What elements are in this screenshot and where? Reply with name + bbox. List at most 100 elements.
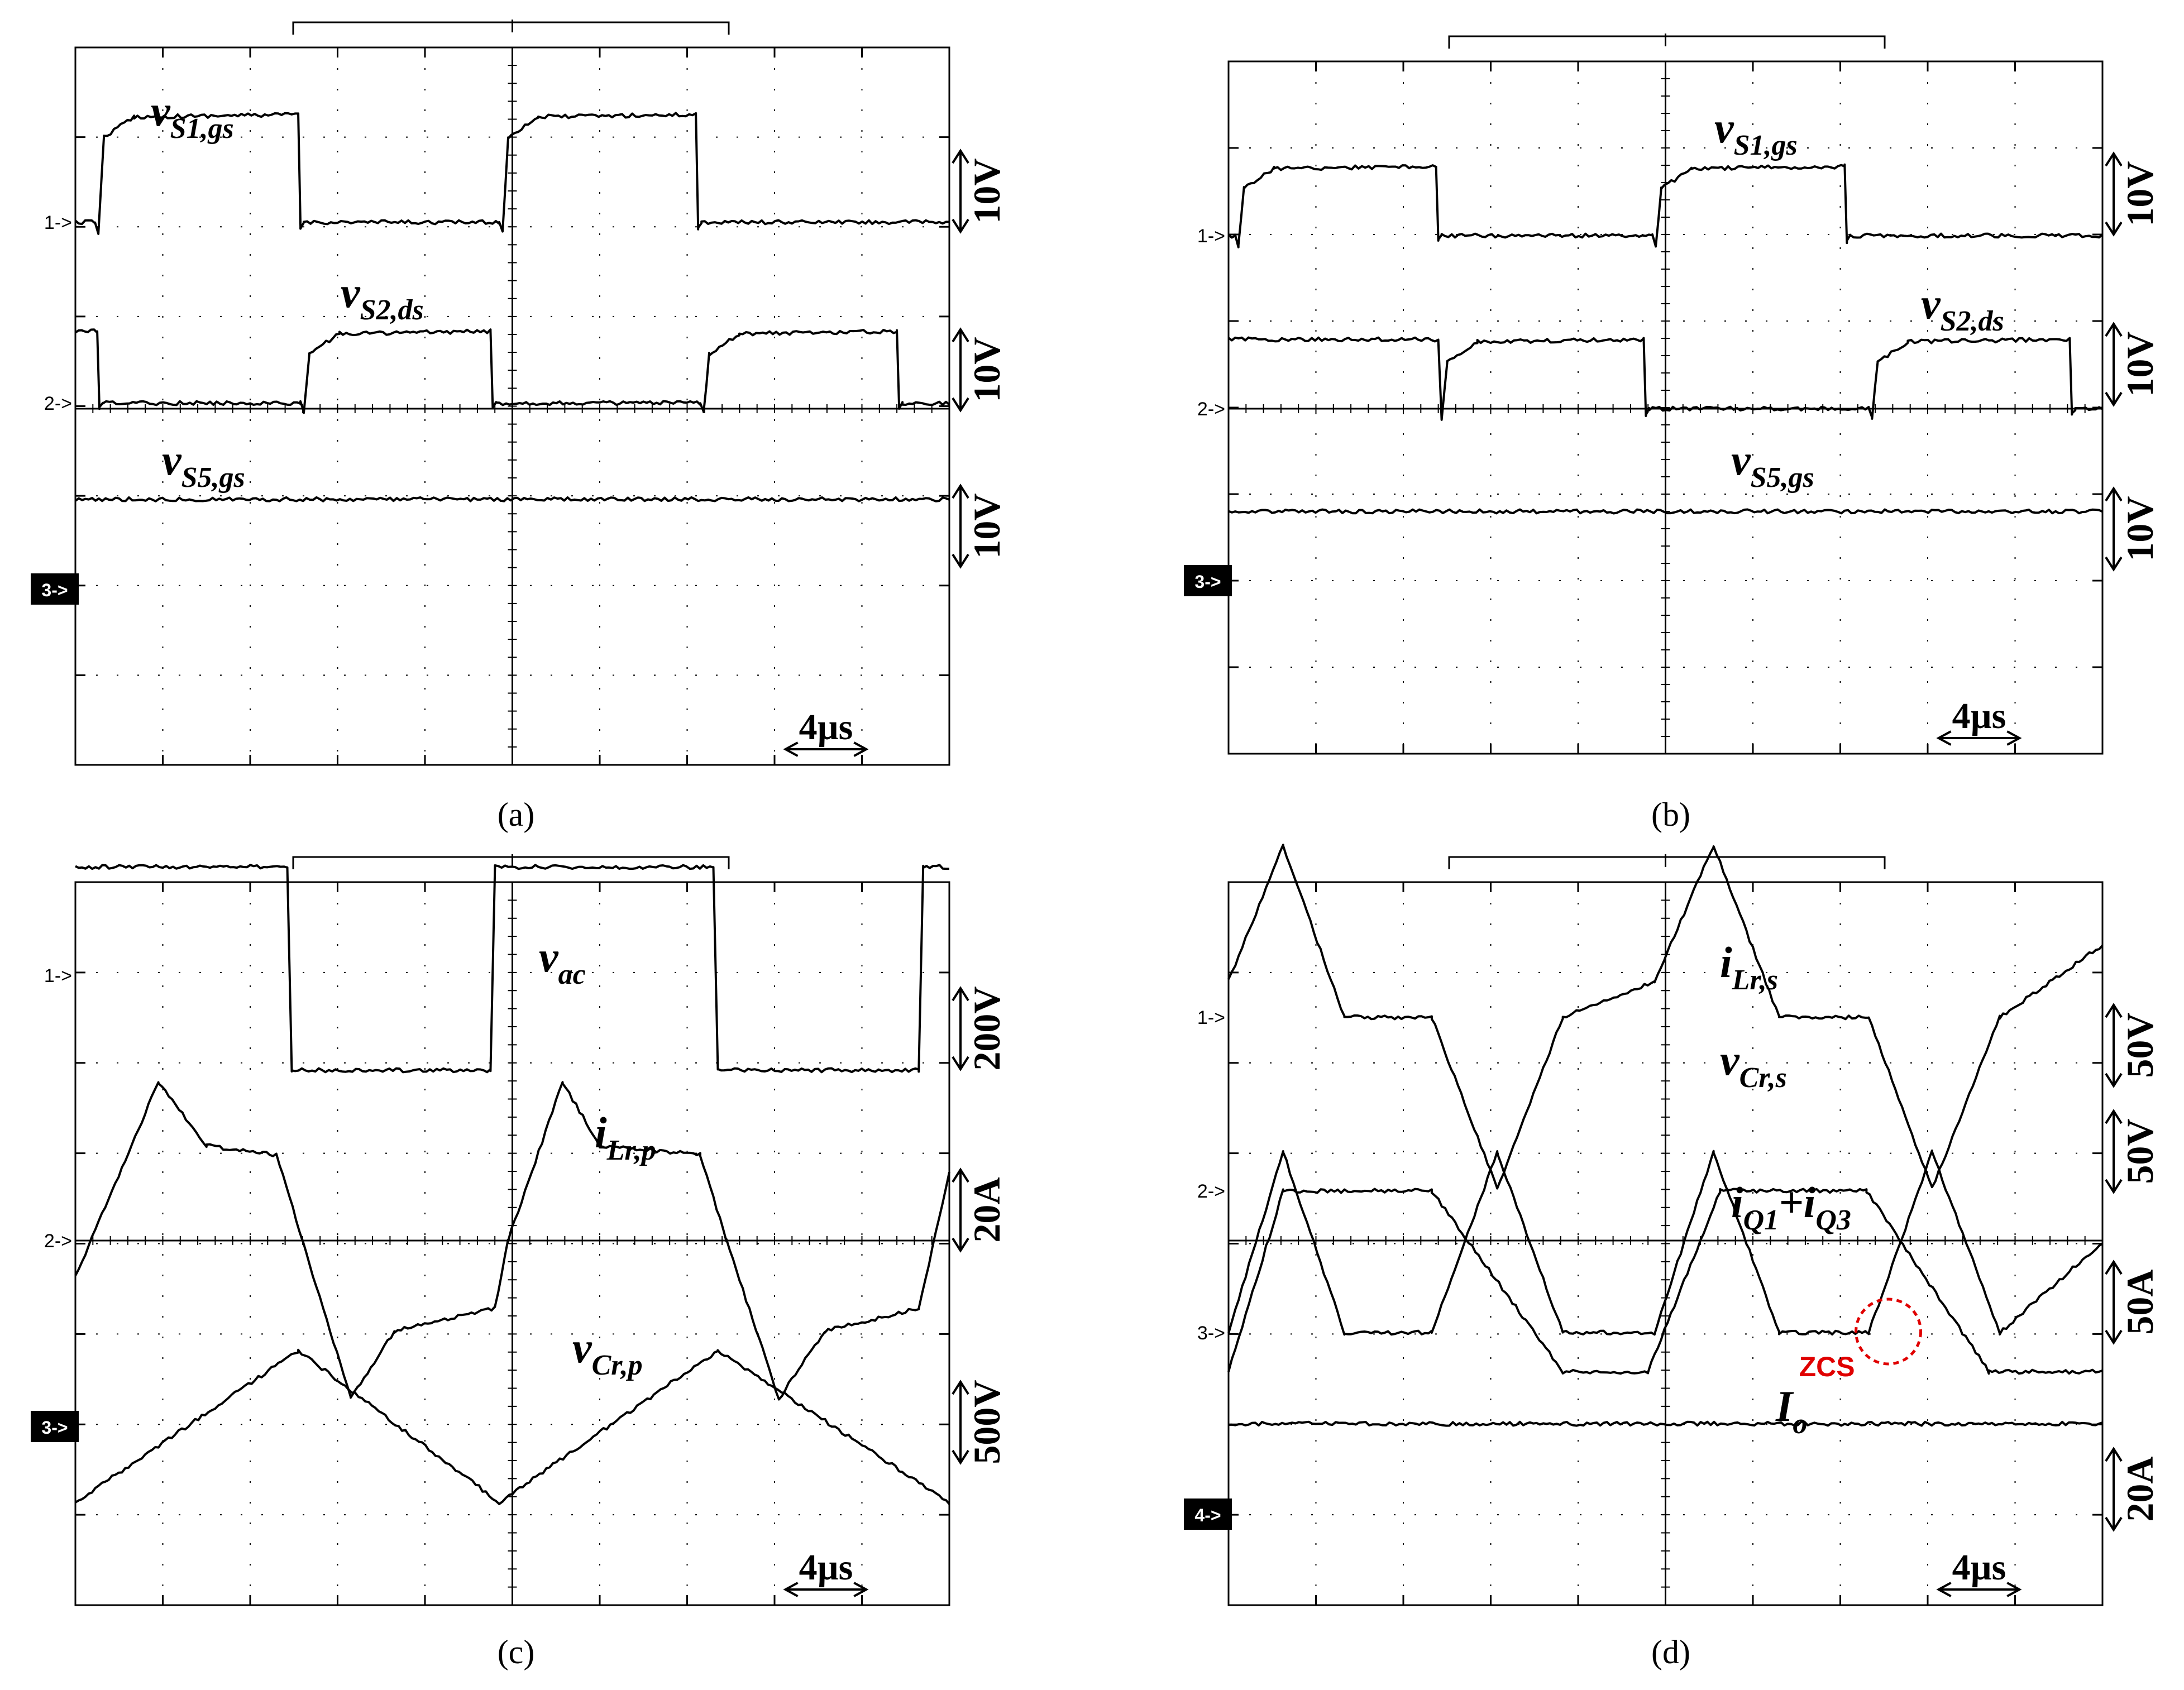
panel-a-trace-1-label-main: v	[151, 87, 171, 135]
panel-b-time-scale-text: 4µs	[1952, 696, 2006, 736]
panel-d-trace-1-scale-arrow-head-up	[2105, 1003, 2123, 1018]
panel-d-trace-4-label-main: I	[1775, 1382, 1794, 1430]
panel-c-time-scale-arrow-head-right	[853, 1582, 869, 1597]
panel-b-trace-2-label-main: v	[1921, 279, 1941, 328]
panel-c-time-scale-arrow-head-left	[783, 1582, 799, 1597]
panel-a-trace-2: vS2,ds 10V 2->	[44, 268, 1008, 414]
panel-d-trace-3-label-sub: Q1	[1743, 1204, 1779, 1236]
panel-b-trace-1-label-sub: S1,gs	[1734, 130, 1798, 161]
panel-a-trace-3-scale-arrow-head-up	[952, 483, 969, 499]
panel-c-trace-1: vac 200V 1->	[44, 864, 1008, 1074]
panel-b-trace-1-scale-arrow-head-up	[2105, 151, 2123, 167]
panel-a-trace-3-scale-arrow-head-down	[952, 553, 969, 569]
panel-b-trace-1-waveform	[1227, 163, 2104, 248]
panel-c-trace-2-marker: 2->	[44, 1231, 72, 1252]
panel-b-trace-2-label: vS2,ds	[1921, 279, 2004, 337]
panel-c-time-scale-text: 4µs	[799, 1547, 853, 1588]
panel-c-trace-1-label: vac	[539, 932, 586, 990]
panel-d-trace-1-scale-text: 50V	[2119, 1012, 2161, 1078]
panel-b-trace-3-scale-text: 10V	[2119, 496, 2161, 561]
panel-b-time-scale-arrow-head-left	[1936, 730, 1952, 746]
panel-d-trace-4: Io 20A 4->	[1184, 1382, 2161, 1532]
panel-b-trace-2-marker: 2->	[1197, 399, 1225, 420]
panel-b-grid	[1227, 33, 2104, 755]
panel-c-trace-2-scale-arrow-head-down	[952, 1237, 969, 1253]
panel-c-trace-1-scale-arrow-head-up	[952, 986, 969, 1002]
panel-c-trace-3-scale-text: 500V	[966, 1380, 1008, 1464]
panel-d-trace-1-label-main: i	[1720, 938, 1732, 987]
panel-d-trace-1-scale-arrow-head-down	[2105, 1073, 2123, 1088]
panel-d-trace-2-scale-text: 50V	[2119, 1118, 2161, 1184]
panel-b-trace-3-scale-arrow-head-down	[2105, 556, 2123, 572]
panel-b-trace-2-scale-text: 10V	[2119, 331, 2161, 396]
panel-a-trace-1: vS1,gs 10V 1->	[44, 87, 1008, 235]
panel-a-trace-1-scale-arrow-head-down	[952, 218, 969, 234]
panel-b-time-bracket	[1448, 35, 1886, 49]
panel-b-trace-3-label: vS5,gs	[1731, 435, 1814, 494]
panel-d-time-scale-text: 4µs	[1952, 1547, 2006, 1588]
panel-d-trace-1-label: iLr,s	[1720, 938, 1778, 996]
panel-c-trace-2-label: iLr,p	[595, 1108, 656, 1166]
panel-a-trace-2-marker: 2->	[44, 393, 72, 414]
panel-b-trace-3-scale-arrow-head-up	[2105, 486, 2123, 502]
panel-d-trace-3-scale-arrow-head-up	[2105, 1260, 2123, 1275]
panel-d-trace-4-scale-arrow-head-up	[2105, 1447, 2123, 1462]
caption-d: (d)	[1651, 1634, 1690, 1670]
panel-d-trace-1-label-sub: Lr,s	[1732, 964, 1778, 996]
panel-a-trace-3-label-sub: S5,gs	[181, 462, 245, 494]
panel-c-trace-1-scale-text: 200V	[966, 986, 1008, 1070]
panel-d-trace-3-label-main2: +i	[1779, 1178, 1815, 1227]
panel-a-trace-3-marker: 3->	[41, 580, 68, 600]
panel-a-trace-2-waveform	[74, 328, 950, 414]
panel-d-trace-3-label-sub2: Q3	[1815, 1204, 1851, 1236]
panel-d-trace-2-scale-arrow-head-up	[2105, 1109, 2123, 1124]
caption-c: (c)	[497, 1634, 535, 1670]
panel-d-trace-2-scale-arrow-head-down	[2105, 1179, 2123, 1194]
panel-b-trace-3-label-sub: S5,gs	[1751, 462, 1814, 494]
panel-a-time-scale-text: 4µs	[799, 707, 853, 748]
panel-c-trace-3-label-sub: Cr,p	[592, 1349, 643, 1381]
panel-c-grid	[74, 854, 950, 1606]
panel-d-trace-4-marker-bg	[1184, 1499, 1232, 1530]
caption-a: (a)	[497, 796, 535, 833]
panel-d-trace-1: iLr,s 50V 1->	[1197, 844, 2161, 1190]
panel-a-trace-3-scale-text: 10V	[966, 493, 1008, 558]
panel-c-trace-1-waveform	[75, 864, 949, 1074]
panel-c-trace-3-marker: 3->	[41, 1418, 68, 1438]
panel-b-trace-3-marker: 3->	[1194, 572, 1221, 592]
panel-b-time-scale-arrow-head-right	[2006, 730, 2022, 746]
panel-c-trace-2-label-sub: Lr,p	[606, 1134, 656, 1166]
panel-c-trace-1-marker: 1->	[44, 965, 72, 987]
panel-d-trace-3-scale-arrow-head-down	[2105, 1329, 2123, 1345]
panel-a-trace-1-waveform	[74, 112, 949, 235]
panel-a-time-bracket	[292, 21, 730, 35]
panel-b-trace-1-scale-text: 10V	[2119, 161, 2161, 226]
panel-c-trace-3-scale-arrow-head-up	[952, 1380, 969, 1395]
panel-d-trace-3: iQ1+iQ3 50A 3->	[1197, 1149, 2161, 1345]
panel-b-trace-2: vS2,ds 10V 2->	[1197, 279, 2161, 421]
panel-d-trace-4-marker: 4->	[1194, 1505, 1221, 1525]
panel-a-trace-3-label-main: v	[162, 435, 182, 484]
panel-a-trace-1-scale-arrow-head-up	[952, 149, 969, 164]
panel-a-trace-2-scale-arrow-head-down	[952, 397, 969, 413]
panel-c-trace-2-label-main: i	[595, 1108, 607, 1157]
panel-c-trace-2: iLr,p 20A 2->	[44, 1081, 1008, 1401]
panel-c-trace-3-scale-arrow-head-down	[952, 1449, 969, 1465]
panel-c-trace-3: vCr,p 500V 3->	[31, 1323, 1008, 1505]
panel-c-trace-1-label-sub: ac	[558, 959, 586, 990]
panel-b-trace-1: vS1,gs 10V 1->	[1197, 103, 2161, 248]
panel-b-trace-3-marker-bg	[1184, 565, 1232, 596]
panel-a-trace-3-label: vS5,gs	[162, 435, 245, 494]
panel-d-time-scale-arrow-head-left	[1936, 1582, 1952, 1597]
panel-d-trace-4-scale-arrow-head-down	[2105, 1516, 2123, 1532]
panel-a-trace-2-label-main: v	[341, 268, 361, 317]
panel-c-trace-1-label-main: v	[539, 932, 559, 981]
panel-c-trace-3-waveform	[74, 1348, 950, 1505]
panel-a-trace-1-marker: 1->	[44, 212, 72, 233]
panel-d-trace-1-waveform	[1227, 844, 2104, 1190]
panel-b-trace-2-scale-arrow-head-down	[2105, 391, 2123, 407]
